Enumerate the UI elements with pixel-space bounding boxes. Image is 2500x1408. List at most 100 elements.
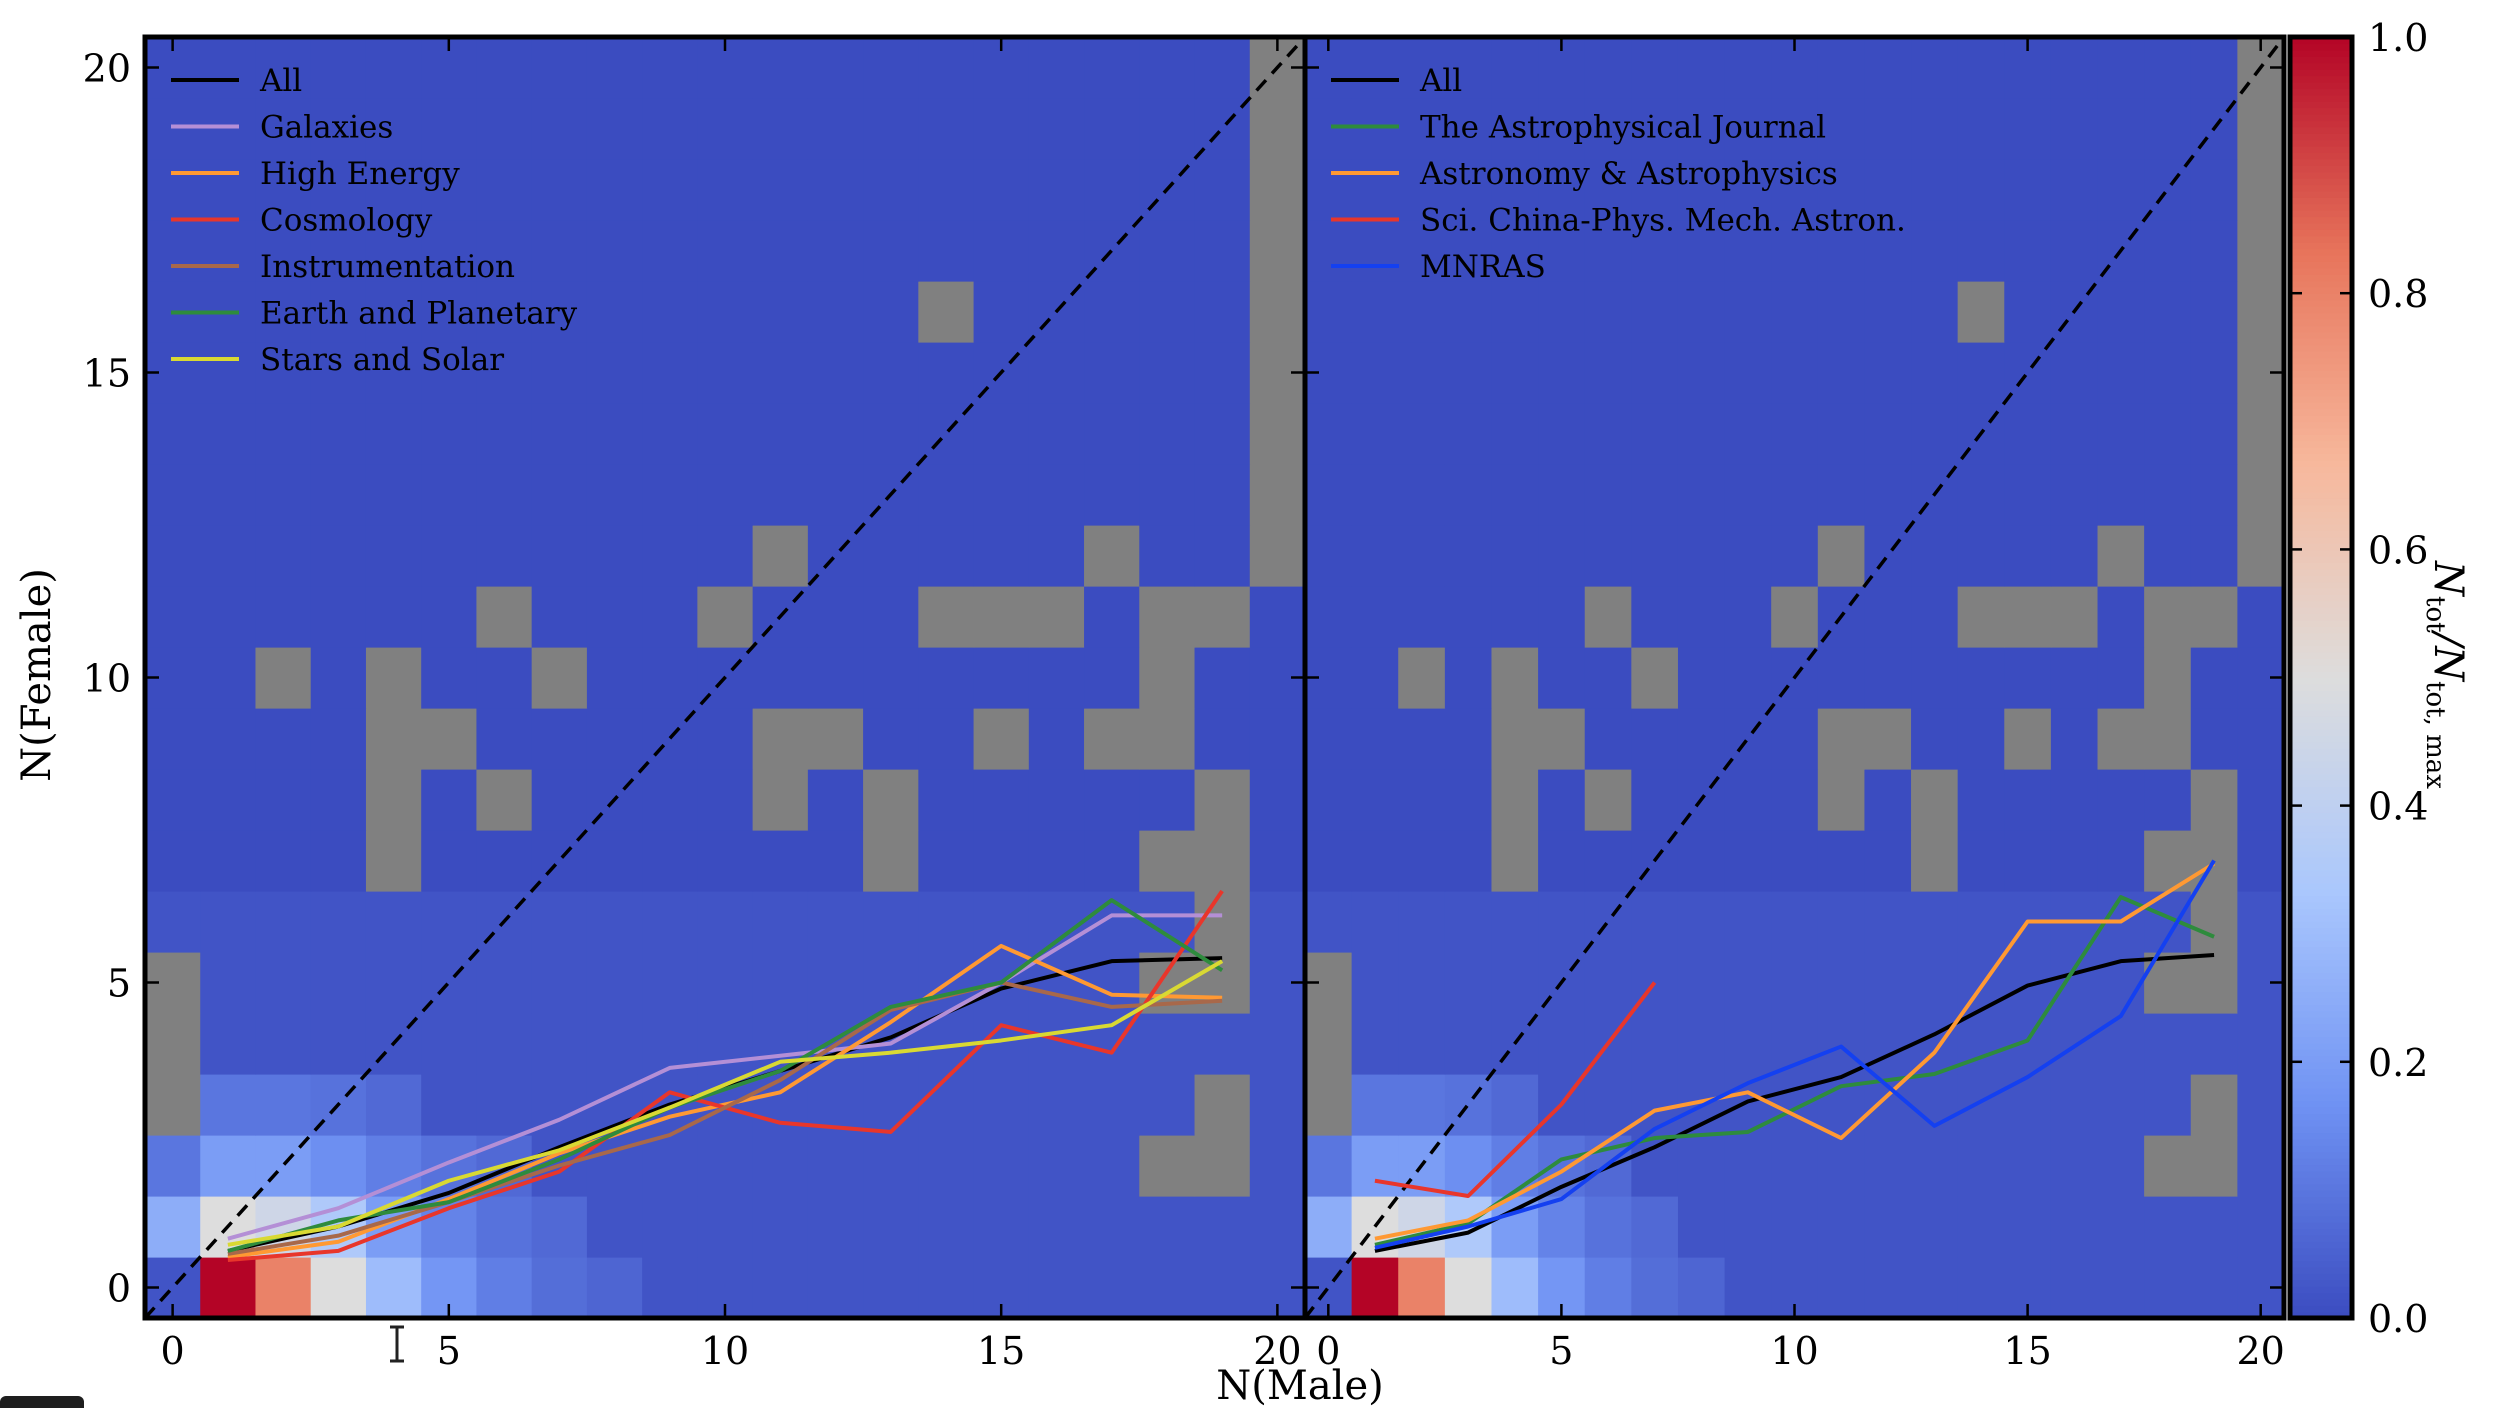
colorbar-segment [2290, 677, 2352, 685]
colorbar-segment [2290, 709, 2352, 717]
heatmap-cell [1771, 952, 1819, 1014]
heatmap-cell [863, 647, 919, 709]
heatmap-cell [1911, 1135, 1959, 1197]
heatmap-cell [1084, 1257, 1140, 1319]
heatmap-cell [1139, 525, 1196, 587]
heatmap-cell [2144, 891, 2192, 953]
heatmap-cell [973, 891, 1030, 953]
heatmap-cell [1249, 708, 1306, 770]
heatmap-cell [476, 342, 533, 404]
heatmap-cell [1084, 281, 1140, 343]
heatmap-cell [1864, 647, 1912, 709]
heatmap-cell [2050, 37, 2099, 99]
heatmap-cell [1864, 891, 1912, 953]
colorbar-segment [2290, 421, 2352, 429]
heatmap-cell [145, 891, 201, 953]
heatmap-cell [531, 586, 588, 648]
heatmap-cell [1538, 1013, 1586, 1075]
heatmap-cell [1444, 647, 1493, 709]
heatmap-cell [1911, 830, 1959, 892]
heatmap-cell [1444, 586, 1493, 648]
heatmap-cell [807, 159, 864, 221]
heatmap-cell [1538, 1196, 1586, 1258]
heatmap-cell [365, 159, 422, 221]
video-control-tab[interactable] [0, 1396, 84, 1408]
heatmap-cell [1139, 769, 1196, 831]
heatmap-cell [476, 281, 533, 343]
heatmap-cell [2190, 220, 2238, 282]
heatmap-cell [421, 1074, 478, 1136]
colorbar-segment [2290, 671, 2352, 679]
heatmap-cell [200, 891, 257, 953]
colorbar-segment [2290, 152, 2352, 160]
heatmap-cell [918, 1074, 975, 1136]
heatmap-cell [2050, 464, 2099, 526]
colorbar-segment [2290, 184, 2352, 192]
colorbar-segment [2290, 261, 2352, 269]
heatmap-cell [973, 281, 1030, 343]
heatmap-cell [918, 37, 975, 99]
colorbar-segment [2290, 536, 2352, 544]
heatmap-cell [918, 1257, 975, 1319]
heatmap-cell [255, 159, 312, 221]
heatmap-cell [642, 281, 698, 343]
heatmap-cell [421, 403, 478, 465]
heatmap-cell [1249, 159, 1306, 221]
heatmap-cell [1491, 464, 1539, 526]
heatmap-cell [2237, 220, 2285, 282]
heatmap-cell [2144, 98, 2192, 160]
heatmap-cell [476, 1013, 533, 1075]
heatmap-cell [200, 220, 257, 282]
heatmap-cell [2050, 647, 2099, 709]
heatmap-cell [365, 708, 422, 770]
heatmap-cell [1817, 403, 1866, 465]
colorbar-tick-label: 0.8 [2368, 272, 2428, 316]
heatmap-cell [1139, 464, 1196, 526]
x-tick-label: 0 [1316, 1329, 1340, 1373]
heatmap-cell [310, 586, 367, 648]
colorbar-segment [2290, 741, 2352, 749]
heatmap-cell [2097, 464, 2145, 526]
heatmap-cell [973, 403, 1030, 465]
colorbar-segment [2290, 331, 2352, 339]
heatmap-cell [807, 647, 864, 709]
colorbar-segment [2290, 632, 2352, 640]
heatmap-cell [1864, 281, 1912, 343]
heatmap-cell [1249, 464, 1306, 526]
heatmap-cell [1957, 98, 2005, 160]
heatmap-cell [1538, 647, 1586, 709]
heatmap-cell [1631, 769, 1679, 831]
heatmap-cell [973, 525, 1030, 587]
colorbar-segment [2290, 1164, 2352, 1172]
heatmap-cell [586, 1013, 643, 1075]
heatmap-cell [1817, 952, 1866, 1014]
heatmap-cell [752, 1196, 809, 1258]
heatmap-cell [1538, 403, 1586, 465]
heatmap-cell [1957, 281, 2005, 343]
heatmap-cell [863, 98, 919, 160]
heatmap-cell [310, 769, 367, 831]
heatmap-cell [697, 403, 754, 465]
colorbar-segment [2290, 165, 2352, 173]
heatmap-cell [310, 403, 367, 465]
heatmap-cell [863, 1074, 919, 1136]
heatmap-cell [1139, 342, 1196, 404]
heatmap-cell [1957, 464, 2005, 526]
colorbar-segment [2290, 1279, 2352, 1287]
colorbar-segment [2290, 1202, 2352, 1210]
heatmap-cell [2190, 281, 2238, 343]
heatmap-cell [2144, 1074, 2192, 1136]
heatmap-cell [476, 464, 533, 526]
heatmap-cell [531, 281, 588, 343]
heatmap-cell [200, 1135, 257, 1197]
heatmap-cell [1249, 1135, 1306, 1197]
equality-line [1303, 35, 2286, 1320]
colorbar-segment [2290, 664, 2352, 672]
heatmap-cell [2144, 464, 2192, 526]
heatmap-cell [200, 525, 257, 587]
colorbar-segment [2290, 306, 2352, 314]
colorbar-segment [2290, 651, 2352, 660]
heatmap-cell [421, 464, 478, 526]
heatmap-cell [531, 891, 588, 953]
heatmap-cell [1817, 1013, 1866, 1075]
